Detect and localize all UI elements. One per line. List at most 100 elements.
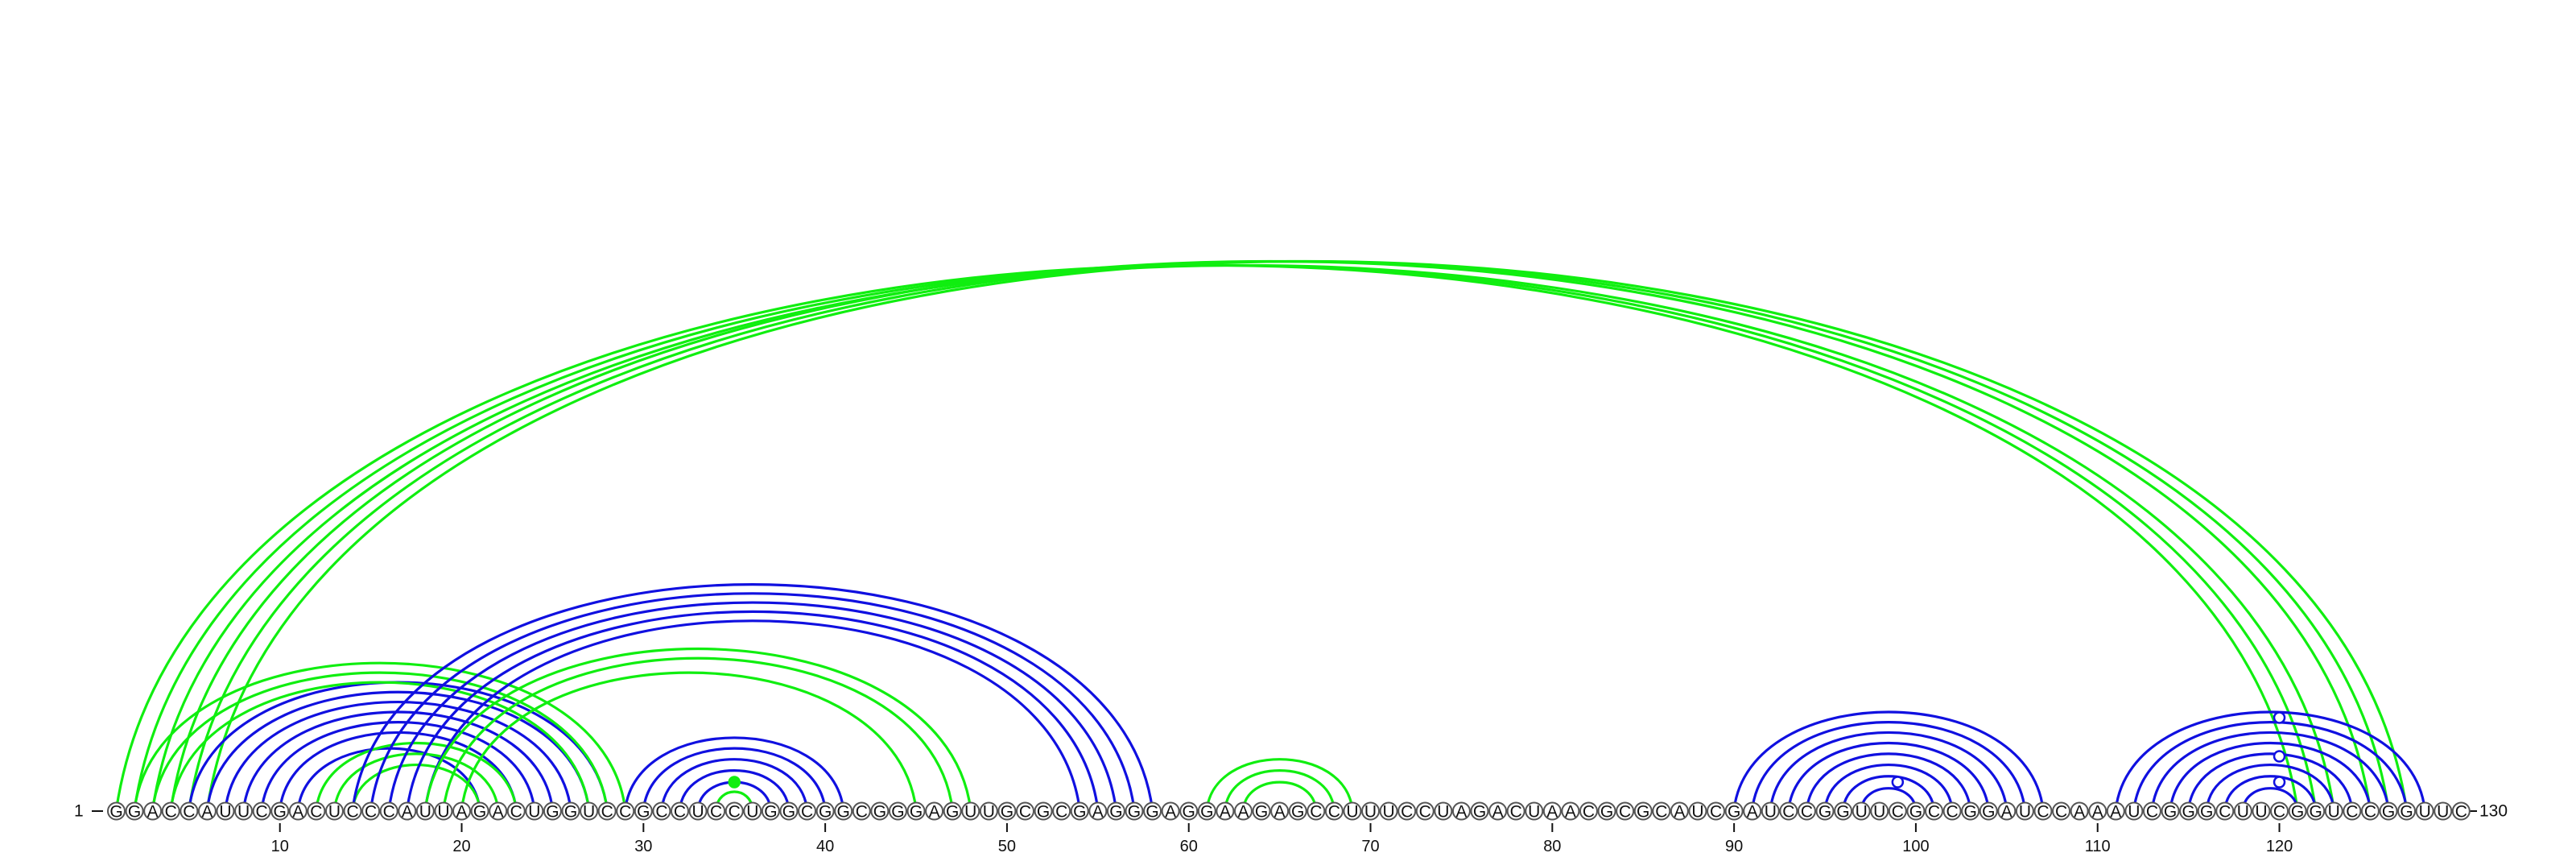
nucleotide-circle-57	[1125, 801, 1144, 821]
nucleotide-letter-74: U	[1437, 803, 1449, 822]
sequence-end-label: 130	[2479, 802, 2508, 821]
nucleotide-circle-7	[216, 801, 235, 821]
nucleotide-letter-103: G	[1963, 803, 1976, 822]
nucleotide-letter-62: A	[1220, 803, 1231, 822]
nucleotide-40: G	[815, 801, 835, 822]
nucleotide-circle-90	[1724, 801, 1744, 821]
nucleotide-letter-122: G	[2310, 803, 2322, 822]
nucleotide-106: U	[2015, 801, 2034, 822]
nucleotide-124: C	[2343, 801, 2362, 822]
marker-35-0	[728, 776, 741, 789]
nucleotide-letter-22: A	[493, 803, 504, 822]
nucleotide-circle-78	[1506, 801, 1525, 821]
nucleotide-circle-16	[379, 801, 398, 821]
nucleotide-circle-46	[925, 801, 944, 821]
nucleotide-circle-79	[1525, 801, 1544, 821]
nucleotide-59: A	[1161, 801, 1180, 822]
nucleotide-13: U	[324, 801, 344, 822]
nucleotide-circle-10	[270, 801, 290, 821]
nucleotide-circle-86	[1652, 801, 1671, 821]
arc-14-58	[351, 583, 1154, 810]
nucleotide-letter-28: C	[601, 803, 613, 822]
nucleotide-letter-104: G	[1982, 803, 1995, 822]
nucleotide-letter-55: A	[1092, 803, 1104, 822]
arc-14-21	[351, 763, 481, 810]
arc-112-127	[2132, 721, 2409, 810]
nucleotide-76: G	[1470, 801, 1489, 822]
nucleotide-circle-103	[1961, 801, 1980, 821]
nucleotide-letter-80: A	[1546, 803, 1558, 822]
nucleotide-letter-61: G	[1200, 803, 1213, 822]
nucleotide-letter-116: G	[2200, 803, 2213, 822]
nucleotide-circle-22	[489, 801, 508, 821]
nucleotide-letter-2: G	[128, 803, 141, 822]
nucleotide-43: G	[870, 801, 890, 822]
nucleotide-letter-75: A	[1455, 803, 1467, 822]
nucleotide-117: C	[2215, 801, 2235, 822]
nucleotide-letter-71: U	[1383, 803, 1395, 822]
nucleotide-letter-3: A	[147, 803, 159, 822]
nucleotide-circle-115	[2179, 801, 2198, 821]
nucleotide-64: G	[1252, 801, 1271, 822]
nucleotide-circle-124	[2343, 801, 2362, 821]
nucleotide-circle-101	[1925, 801, 1943, 821]
nucleotide-circle-123	[2324, 801, 2343, 821]
tick-label-10: 10	[271, 838, 289, 855]
arc-3-123	[151, 263, 2335, 810]
nucleotide-letter-18: U	[419, 803, 431, 822]
arc-113-126	[2150, 731, 2390, 810]
nucleotide-56: G	[1106, 801, 1125, 822]
nucleotide-letter-95: G	[1818, 803, 1831, 822]
nucleotide-circle-23	[506, 801, 526, 821]
nucleotide-26: G	[561, 801, 580, 822]
nucleotide-102: C	[1942, 801, 1962, 822]
nucleotide-circle-76	[1470, 801, 1489, 821]
arc-17-55	[406, 610, 1100, 810]
nucleotide-letter-87: A	[1674, 803, 1685, 822]
nucleotide-circle-85	[1633, 801, 1653, 821]
nucleotide-letter-40: G	[819, 803, 832, 822]
nucleotide-61: G	[1197, 801, 1216, 822]
nucleotide-circle-43	[870, 801, 890, 821]
nucleotide-circle-13	[324, 801, 344, 821]
nucleotide-letter-90: G	[1728, 803, 1740, 822]
nucleotide-circle-36	[743, 801, 762, 821]
nucleotide-circle-8	[234, 801, 254, 821]
nucleotide-letter-65: A	[1274, 803, 1286, 822]
nucleotide-letter-43: G	[873, 803, 886, 822]
nucleotide-circle-98	[1870, 801, 1889, 821]
nucleotide-16: C	[379, 801, 398, 822]
nucleotide-circle-55	[1088, 801, 1108, 821]
nucleotide-letter-115: G	[2182, 803, 2194, 822]
nucleotide-circle-62	[1216, 801, 1235, 821]
nucleotide-circle-89	[1707, 801, 1726, 821]
nucleotide-letter-25: G	[546, 803, 559, 822]
tick-label-100: 100	[1902, 838, 1929, 855]
nucleotide-113: C	[2142, 801, 2161, 822]
nucleotide-28: C	[597, 801, 617, 822]
arc-18-48	[423, 647, 972, 810]
nucleotide-letter-100: G	[1909, 803, 1922, 822]
nucleotide-70: U	[1361, 801, 1381, 822]
nucleotide-96: G	[1834, 801, 1853, 822]
nucleotide-circle-14	[343, 801, 362, 821]
arc-30-40	[642, 747, 827, 810]
arc-2-29	[133, 661, 627, 810]
nucleotide-24: U	[525, 801, 544, 822]
nucleotide-91: A	[1743, 801, 1762, 822]
nucleotide-circle-111	[2106, 801, 2125, 821]
nucleotide-letter-127: G	[2400, 803, 2413, 822]
nucleotide-letter-76: G	[1473, 803, 1486, 822]
nucleotide-50: G	[997, 801, 1017, 822]
nucleotide-letter-45: G	[910, 803, 923, 822]
nucleotide-letter-130: C	[2455, 803, 2467, 822]
nucleotide-circle-70	[1361, 801, 1381, 821]
nucleotide-letter-31: C	[655, 803, 667, 822]
nucleotide-45: G	[906, 801, 926, 822]
nucleotide-circle-6	[197, 801, 217, 821]
nucleotide-letter-68: C	[1328, 803, 1340, 822]
nucleotide-35: C	[724, 801, 744, 822]
nucleotide-60: G	[1179, 801, 1199, 822]
arc-95-102	[1823, 763, 1954, 810]
